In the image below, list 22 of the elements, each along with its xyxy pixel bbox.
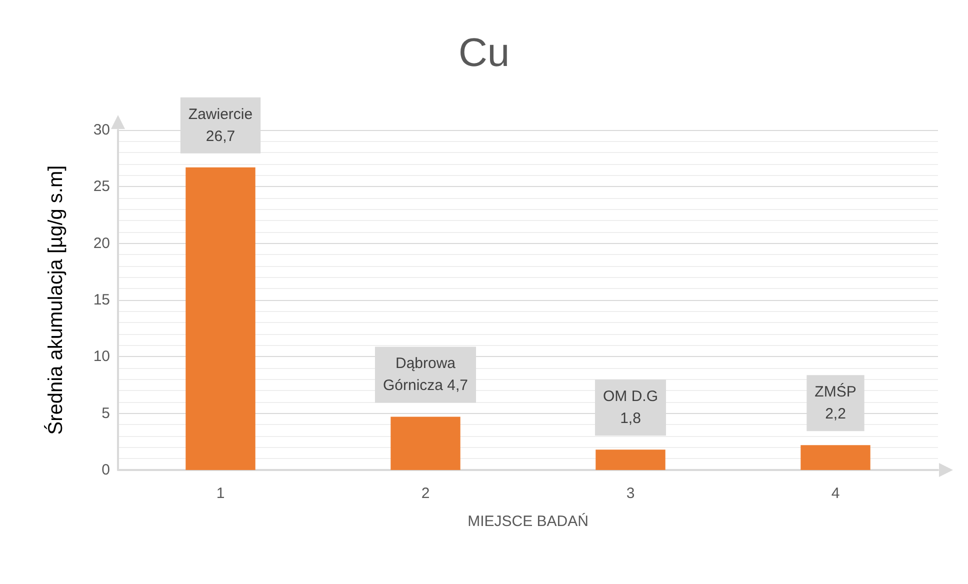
x-tick-label: 1: [216, 485, 225, 502]
data-label: Zawiercie 26,7: [188, 106, 253, 145]
y-tick-label: 10: [93, 348, 110, 366]
bar: [596, 450, 666, 470]
bar: [800, 445, 870, 470]
y-tick-label: 25: [93, 178, 110, 196]
data-label: Dąbrowa Górnicza 4,7: [382, 355, 468, 394]
x-tick-label: 3: [626, 485, 635, 502]
x-tick-label: 4: [831, 485, 840, 502]
y-tick-label: 15: [93, 292, 110, 308]
x-axis-title: MIEJSCE BADAŃ: [468, 512, 588, 530]
bar: [186, 167, 256, 470]
bar: [390, 416, 460, 470]
data-label: ZMŚP 2,2: [814, 382, 856, 423]
x-tick-label: 2: [421, 485, 430, 502]
y-tick-label: 20: [93, 234, 110, 252]
y-tick-label: 0: [102, 462, 110, 478]
data-label: OM D.G 1,8: [603, 388, 658, 428]
chart-title: Cu: [458, 31, 510, 75]
y-axis-title: Średnia akumulacja [µg/g s.m]: [44, 165, 67, 435]
y-tick-label: 30: [93, 122, 110, 138]
y-tick-label: 5: [102, 404, 110, 422]
